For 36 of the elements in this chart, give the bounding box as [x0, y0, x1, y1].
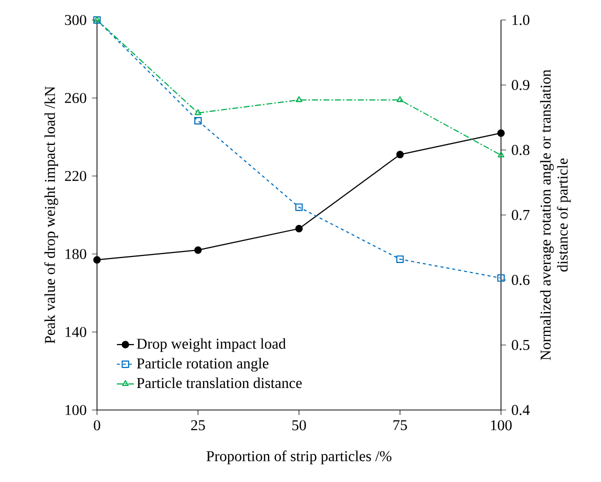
- y2-tick-label: 0.7: [512, 210, 530, 220]
- y2-tick-label: 0.6: [512, 274, 530, 286]
- point: [194, 246, 202, 254]
- y-tick-label: 100: [66, 404, 86, 416]
- point: [295, 203, 303, 211]
- x-tick-label: 0: [94, 420, 100, 430]
- point: [498, 151, 504, 158]
- y-tick-label: 260: [64, 92, 86, 104]
- x-tick-label: 75: [393, 420, 407, 430]
- y2-axis-title: Normalized average rotation angle or translation distance of particle: [540, 70, 571, 360]
- legend-label: Drop weight impact load: [136, 338, 286, 352]
- legend-label: Particle rotation angle: [136, 358, 268, 372]
- x-tick-label: 100: [491, 420, 512, 430]
- legend-label: Particle translation distance: [136, 378, 302, 388]
- point: [93, 256, 101, 264]
- y2-tick-label: 0.9: [512, 80, 530, 90]
- y-tick-label: 300: [65, 14, 86, 26]
- x-tick-label: 50: [292, 420, 306, 430]
- y2-tick-label: 1.0: [512, 14, 530, 26]
- y2-tick-label: 0.4: [512, 404, 530, 416]
- y-axis-title: Peak value of drop weight impact load /kN: [44, 86, 58, 344]
- y2-tick-label: 0.8: [512, 144, 530, 156]
- point: [497, 274, 505, 282]
- point: [194, 116, 202, 124]
- point: [396, 150, 404, 158]
- x-axis-title: Proportion of strip particles /%: [206, 450, 392, 464]
- point: [296, 96, 302, 102]
- y-tick-label: 220: [64, 170, 86, 182]
- x-tick-label: 25: [191, 420, 205, 430]
- y2-tick-label: 0.5: [512, 340, 530, 350]
- point: [396, 255, 404, 263]
- y-tick-label: 180: [66, 248, 86, 260]
- y-tick-label: 140: [66, 326, 86, 338]
- point: [295, 224, 303, 232]
- point: [194, 109, 202, 116]
- point: [396, 96, 404, 102]
